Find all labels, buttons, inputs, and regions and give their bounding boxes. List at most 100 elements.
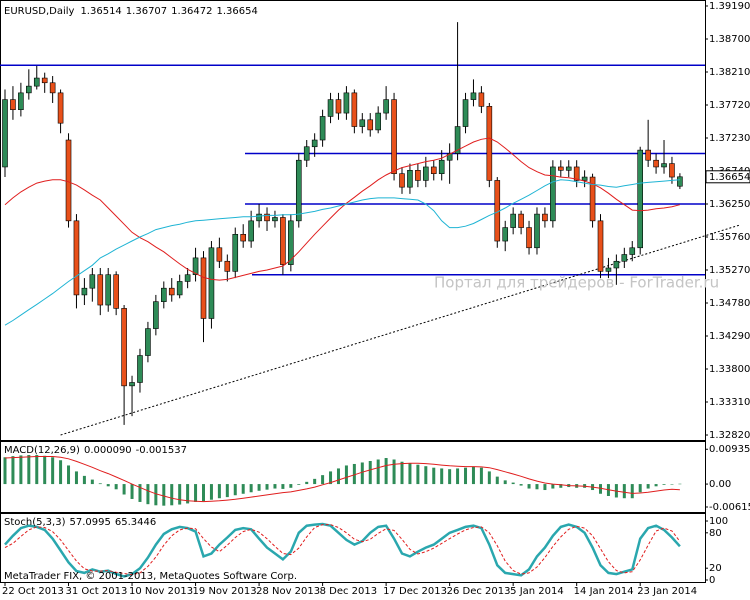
- macd-bar: [59, 460, 63, 485]
- macd-bar: [297, 484, 301, 485]
- macd-bar: [170, 484, 174, 506]
- macd-bar: [138, 484, 142, 502]
- candle-body: [153, 301, 159, 329]
- macd-bar: [376, 459, 380, 485]
- candle-body: [65, 139, 72, 222]
- macd-bar: [154, 484, 158, 506]
- candle-body: [478, 92, 485, 107]
- indicator-line: [4, 524, 681, 576]
- candle-body: [573, 166, 580, 181]
- candle-body: [319, 116, 326, 141]
- candle-body: [264, 213, 270, 222]
- candle-body: [399, 173, 405, 188]
- macd-bar: [217, 484, 221, 499]
- candle-body: [18, 92, 24, 111]
- macd-bar: [281, 484, 285, 489]
- macd-bar: [464, 467, 468, 485]
- macd-bar: [106, 484, 110, 487]
- macd-bar: [249, 484, 253, 493]
- candle-body: [89, 274, 96, 289]
- macd-bar: [273, 484, 277, 489]
- macd-bar: [527, 484, 531, 489]
- y-tick-label: 0.009354: [709, 444, 750, 455]
- macd-bar: [289, 484, 293, 488]
- macd-bar: [392, 459, 396, 485]
- candle-body: [176, 281, 183, 296]
- high: 1.36707: [126, 6, 167, 17]
- macd-bar: [194, 484, 198, 502]
- macd-bar: [90, 479, 94, 485]
- x-tick-label: 17 Dec 2013: [383, 586, 447, 597]
- macd-bar: [479, 467, 483, 485]
- close: 1.36654: [217, 6, 258, 17]
- macd-bar: [27, 455, 31, 485]
- panel-frame: [0, 0, 706, 441]
- watermark: Портал для трейдеров - ForTrader.ru: [434, 274, 719, 292]
- y-tick-label: 1.38700: [709, 34, 750, 45]
- y-tick-label: 0: [709, 575, 715, 586]
- y-tick-label: 1.38210: [709, 67, 750, 78]
- macd-bar: [559, 484, 563, 488]
- y-tick-label: 1.34290: [709, 331, 750, 342]
- candle-body: [613, 260, 620, 269]
- candle-body: [502, 227, 509, 242]
- x-tick-label: 10 Nov 2013: [129, 586, 193, 597]
- macd-bar: [11, 456, 15, 485]
- candle-body: [145, 328, 151, 356]
- macd-bar: [416, 464, 420, 485]
- macd-bar: [146, 484, 150, 505]
- footer: MetaTrader FIX, © 2001-2013, MetaQuotes …: [4, 571, 297, 582]
- y-tick-label: 1.33800: [709, 364, 750, 375]
- macd-bar: [122, 484, 126, 495]
- candle-body: [597, 220, 604, 272]
- macd-bar: [408, 463, 412, 485]
- candle-body: [446, 153, 453, 161]
- macd-bar: [646, 484, 650, 489]
- candle-body: [192, 257, 199, 276]
- indicator-line: [4, 137, 681, 281]
- stoch-label: Stoch(5,3,3) 57.0995 65.3446: [4, 517, 156, 528]
- macd-bar: [233, 484, 237, 496]
- panel-frame: [0, 513, 706, 583]
- candle-body: [557, 166, 564, 171]
- macd-bar: [114, 484, 118, 490]
- y-tick-label: 80: [709, 528, 722, 539]
- candle-body: [383, 99, 389, 114]
- macd-bar: [82, 475, 86, 485]
- macd-bar: [638, 484, 642, 493]
- macd-signal: -0.001537: [136, 445, 187, 456]
- macd-bar: [360, 462, 364, 485]
- macd-bar: [511, 482, 515, 485]
- macd-bar: [336, 468, 340, 485]
- candle-body: [105, 274, 112, 306]
- candle-body: [581, 176, 588, 181]
- y-tick-label: 1.35760: [709, 232, 750, 243]
- candle-body: [415, 170, 421, 181]
- indicator-line: [4, 522, 681, 578]
- candle-body: [677, 176, 683, 187]
- candle-body: [605, 267, 612, 272]
- candle-body: [550, 166, 556, 222]
- macd-bar: [678, 483, 682, 485]
- y-tick-label: -0.006153: [709, 502, 750, 513]
- x-tick-label: 28 Nov 2013: [256, 586, 320, 597]
- candle-body: [518, 213, 524, 228]
- macd-bar: [432, 467, 436, 485]
- y-tick-label: 1.37720: [709, 100, 750, 111]
- candle-body: [2, 99, 8, 168]
- candle-body: [295, 159, 302, 222]
- candle-body: [26, 85, 32, 94]
- macd-bar: [630, 484, 634, 499]
- candle-body: [280, 217, 286, 265]
- candle-body: [454, 126, 461, 154]
- macd-bar: [3, 457, 7, 485]
- candle-body: [240, 234, 246, 242]
- macd-bar: [162, 484, 166, 506]
- macd-bar: [384, 458, 388, 485]
- macd-bar: [448, 469, 452, 485]
- candle-body: [510, 213, 516, 228]
- macd-bar: [202, 484, 205, 502]
- candle-body: [33, 77, 40, 87]
